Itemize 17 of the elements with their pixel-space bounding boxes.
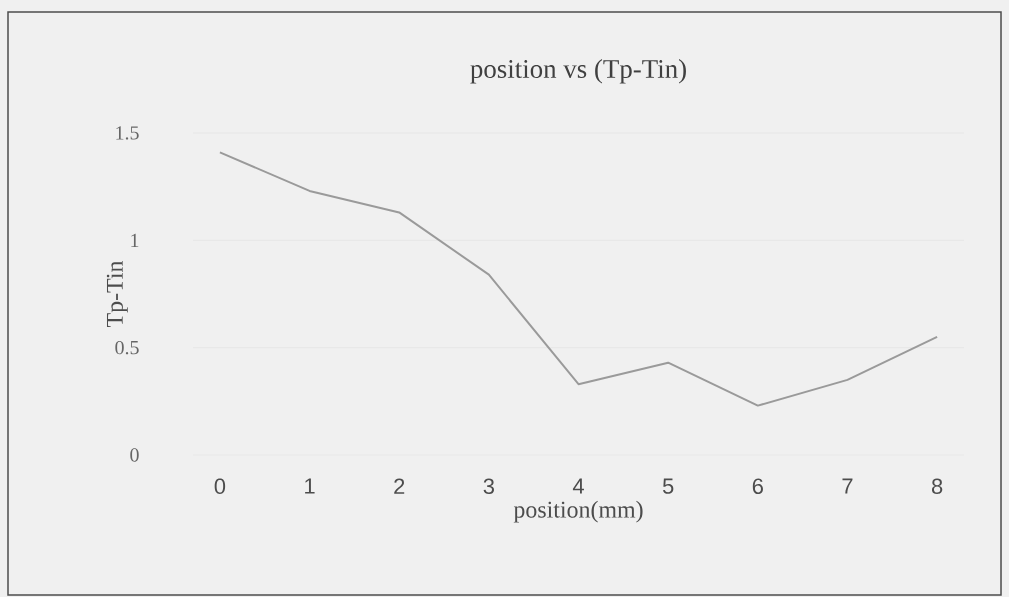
x-tick-label: 0 (214, 478, 226, 495)
y-tick-label: 0 (130, 448, 139, 462)
line-series (218, 151, 939, 407)
x-tick-label: 2 (394, 478, 405, 494)
x-tick-label: 6 (752, 478, 763, 495)
x-tick-label: 7 (842, 478, 853, 494)
x-tick-label: 4 (572, 478, 584, 494)
x-tick-label: 1 (305, 478, 315, 494)
y-tick-label: 1.5 (116, 126, 139, 140)
y-tick-label: 1 (131, 233, 139, 247)
x-tick-label: 3 (483, 478, 494, 495)
x-tick-label: 5 (662, 478, 674, 494)
y-axis-title: Tp-Tin (106, 260, 128, 327)
chart-title: position vs (Tp-Tin) (470, 59, 686, 84)
y-tick-label: 0.5 (115, 340, 139, 355)
x-axis-title: position(mm) (513, 500, 643, 523)
x-tick-label: 8 (931, 478, 943, 495)
